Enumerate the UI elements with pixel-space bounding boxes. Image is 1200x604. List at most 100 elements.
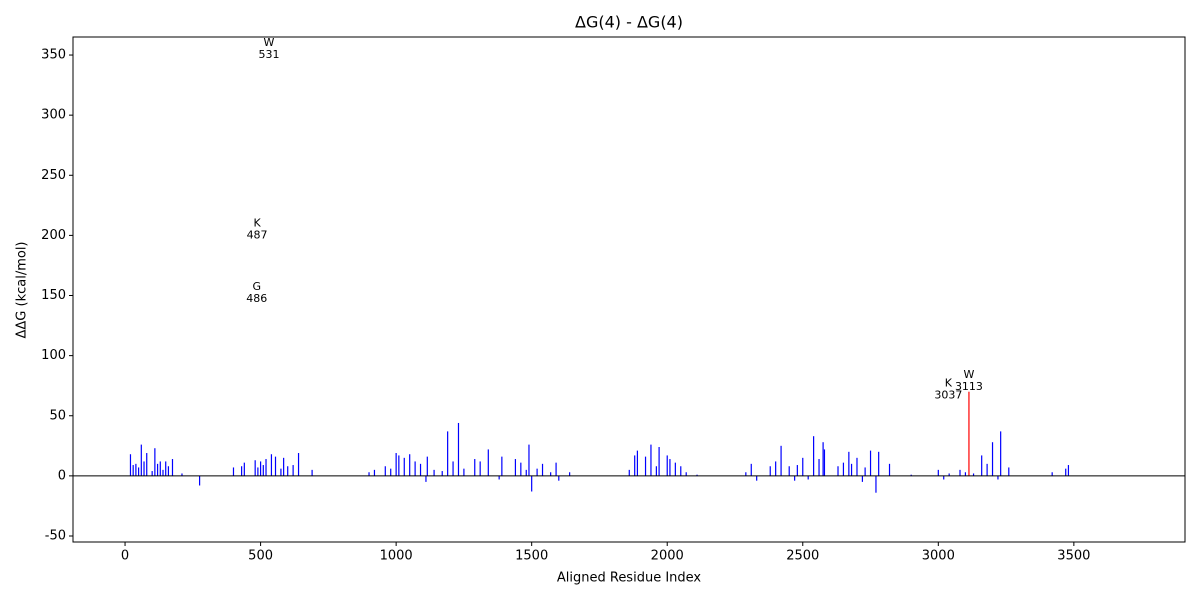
bar xyxy=(869,450,872,476)
bar xyxy=(135,463,137,476)
bar xyxy=(265,459,267,476)
x-tick-label: 500 xyxy=(248,549,273,564)
bar xyxy=(1008,467,1010,476)
bar xyxy=(390,468,392,476)
bar xyxy=(669,459,671,476)
bar xyxy=(541,463,544,476)
bar xyxy=(409,454,411,476)
bar xyxy=(796,465,798,476)
bar xyxy=(232,467,235,476)
bar xyxy=(943,475,945,480)
bar xyxy=(756,475,758,481)
bar xyxy=(171,459,174,476)
bar xyxy=(463,468,465,476)
bar xyxy=(550,472,552,476)
bar xyxy=(875,475,877,493)
bar xyxy=(138,467,140,476)
bar xyxy=(270,454,273,476)
bar xyxy=(861,475,864,482)
annotation-index: 487 xyxy=(247,228,268,241)
bar xyxy=(528,444,530,476)
plot-frame xyxy=(72,36,1186,543)
bar xyxy=(280,468,282,476)
bar xyxy=(972,473,975,476)
bar xyxy=(287,466,289,476)
x-tick-label: 0 xyxy=(121,549,129,564)
bar xyxy=(283,457,285,476)
bar xyxy=(426,456,428,476)
bar xyxy=(888,463,891,476)
bar xyxy=(311,469,313,476)
bar xyxy=(788,466,790,476)
annotation-residue: K xyxy=(945,376,953,389)
y-tick-label: 50 xyxy=(49,408,66,423)
bar xyxy=(368,472,370,476)
bar xyxy=(262,465,264,476)
bar xyxy=(822,442,824,476)
bar xyxy=(398,455,400,476)
x-tick-label: 2000 xyxy=(651,549,684,564)
y-tick-label: 100 xyxy=(41,348,66,363)
bar xyxy=(165,461,167,476)
annotation-index: 486 xyxy=(246,292,267,305)
bar xyxy=(848,451,850,476)
bar xyxy=(531,475,533,492)
bar xyxy=(479,461,481,476)
bar xyxy=(658,447,660,476)
x-tick-label: 2500 xyxy=(786,549,819,564)
bar xyxy=(441,471,443,476)
bar xyxy=(151,471,153,476)
bar xyxy=(780,445,782,476)
annotation-residue: W xyxy=(264,36,275,49)
bar xyxy=(254,460,256,476)
bar xyxy=(794,475,796,481)
bar xyxy=(1067,465,1070,476)
bar xyxy=(414,461,416,476)
bar xyxy=(154,448,156,476)
bar xyxy=(569,472,571,476)
bar xyxy=(241,466,243,476)
annotation-residue: G xyxy=(253,280,262,293)
annotation-index: 3037 xyxy=(934,388,962,401)
bar xyxy=(634,455,636,476)
y-tick-label: 300 xyxy=(41,108,66,123)
bar xyxy=(813,436,815,476)
bar xyxy=(555,462,557,476)
bar xyxy=(775,461,777,476)
bar xyxy=(274,456,277,476)
bar xyxy=(143,461,145,476)
bar xyxy=(685,472,687,476)
bar xyxy=(243,462,245,476)
bar xyxy=(655,466,657,476)
y-tick-label: 350 xyxy=(41,48,66,63)
bar xyxy=(433,469,435,476)
bar xyxy=(948,473,950,476)
bar xyxy=(864,467,866,476)
bar xyxy=(558,475,560,481)
bar xyxy=(140,444,142,476)
bar xyxy=(807,475,809,480)
bar xyxy=(159,461,161,476)
bar xyxy=(745,472,747,476)
bar xyxy=(425,475,427,482)
bar xyxy=(257,467,259,476)
bar xyxy=(644,456,647,476)
bar xyxy=(259,461,262,476)
y-tick-label: 0 xyxy=(58,468,66,483)
bar xyxy=(156,463,159,476)
bar xyxy=(628,469,630,476)
bar xyxy=(1000,431,1002,476)
y-tick-label: -50 xyxy=(45,528,66,543)
bar xyxy=(536,468,538,476)
y-tick-label: 200 xyxy=(41,228,66,243)
bar xyxy=(525,469,527,476)
chart-title: ΔG(4) - ΔG(4) xyxy=(575,13,683,32)
y-tick-label: 150 xyxy=(41,288,66,303)
x-axis-label: Aligned Residue Index xyxy=(557,571,702,586)
bar xyxy=(636,450,639,476)
bar xyxy=(1065,468,1067,476)
bar xyxy=(981,455,983,476)
x-tick-label: 3500 xyxy=(1057,549,1090,564)
bar xyxy=(146,453,148,476)
